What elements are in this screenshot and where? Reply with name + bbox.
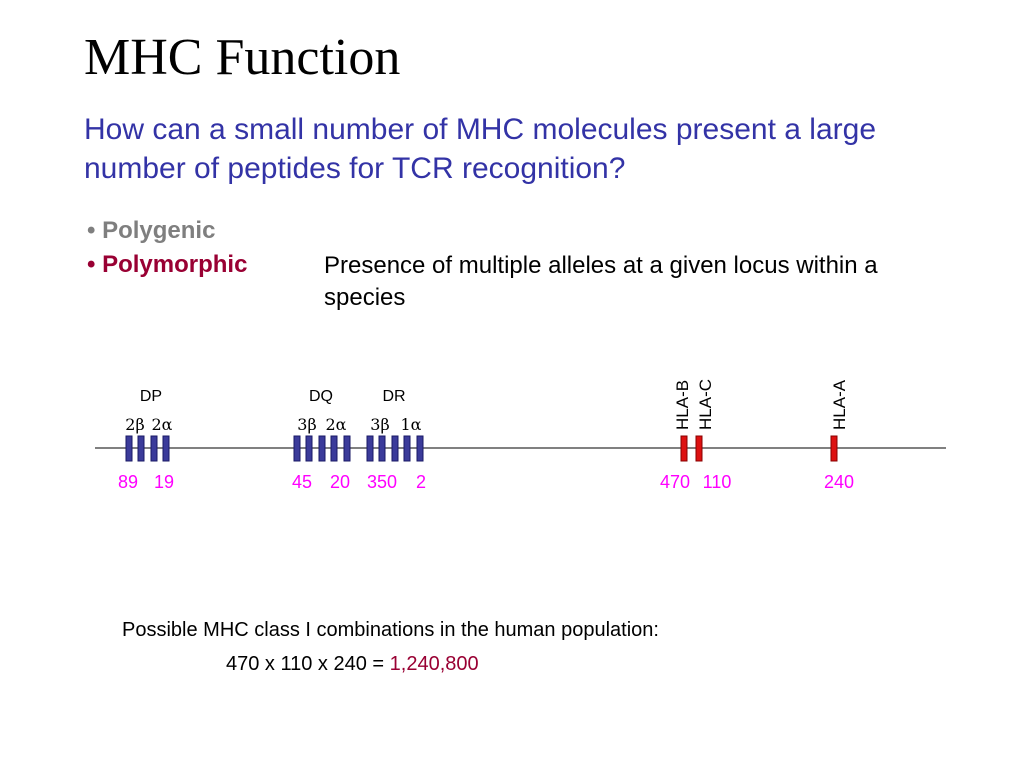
dq-genes: [293, 435, 351, 462]
gene-block: [391, 435, 399, 462]
allele-count-dq-alpha: 20: [330, 472, 350, 492]
dp-beta-gene-count: 2β: [125, 415, 144, 434]
gene-block: [125, 435, 133, 462]
bullet-label-polygenic: Polygenic: [102, 217, 216, 244]
slide-subtitle: How can a small number of MHC molecules …: [84, 113, 876, 185]
allele-count-hla-b: 470: [660, 472, 690, 492]
gene-block: [318, 435, 326, 462]
locus-label-dr: DR: [382, 388, 405, 405]
gene-block: [416, 435, 424, 462]
dr-alpha-gene-count: 1α: [401, 415, 422, 434]
bullet-marker: •: [87, 251, 96, 278]
gene-block: [366, 435, 374, 462]
gene-block: [305, 435, 313, 462]
gene-block: [403, 435, 411, 462]
dq-beta-gene-count: 3β: [297, 415, 316, 434]
combinations-result: 1,240,800: [389, 653, 479, 675]
dp-alpha-gene-count: 2α: [152, 415, 173, 434]
gene-block: [150, 435, 158, 462]
allele-counts: 89 19 45 20 350 2 470 110 240: [118, 472, 854, 492]
gene-block-hla-a: [830, 435, 838, 462]
dr-genes: [366, 435, 424, 462]
allele-count-hla-c: 110: [703, 472, 732, 492]
gene-block-hla-b: [680, 435, 688, 462]
allele-count-dq-beta: 45: [292, 472, 312, 492]
mhc-gene-map: DP DQ DR 2β 2α 3β 2α 3β 1α HLA-B HLA-C H…: [95, 379, 946, 492]
dp-genes: [125, 435, 170, 462]
gene-block: [162, 435, 170, 462]
slide-title: MHC Function: [84, 29, 401, 86]
bullet-polygenic: • Polygenic: [87, 216, 215, 246]
gene-block: [137, 435, 145, 462]
dr-beta-gene-count: 3β: [370, 415, 389, 434]
combinations-equation: 470 x 110 x 240 =: [226, 653, 385, 675]
locus-label-hla-b: HLA-B: [673, 380, 692, 430]
locus-label-hla-a: HLA-A: [830, 379, 849, 430]
polymorphic-definition: Presence of multiple alleles at a given …: [324, 252, 878, 311]
gene-block-hla-c: [695, 435, 703, 462]
bullet-polymorphic: • Polymorphic: [87, 250, 247, 280]
class-i-genes: [680, 435, 838, 462]
locus-label-dp: DP: [140, 388, 162, 405]
allele-count-hla-a: 240: [824, 472, 854, 492]
allele-count-dr-alpha: 2: [416, 472, 426, 492]
allele-count-dp-alpha: 19: [154, 472, 174, 492]
bullet-label-polymorphic: Polymorphic: [102, 251, 248, 278]
gene-block: [343, 435, 351, 462]
gene-block: [293, 435, 301, 462]
allele-count-dp-beta: 89: [118, 472, 138, 492]
gene-block: [330, 435, 338, 462]
locus-label-dq: DQ: [309, 388, 333, 405]
gene-block: [378, 435, 386, 462]
locus-label-hla-c: HLA-C: [696, 379, 715, 430]
combinations-equation-line: 470 x 110 x 240 = 1,240,800: [226, 651, 479, 677]
allele-count-dr-beta: 350: [367, 472, 397, 492]
dq-alpha-gene-count: 2α: [326, 415, 347, 434]
bullet-marker: •: [87, 217, 96, 244]
combinations-caption: Possible MHC class I combinations in the…: [122, 619, 659, 641]
